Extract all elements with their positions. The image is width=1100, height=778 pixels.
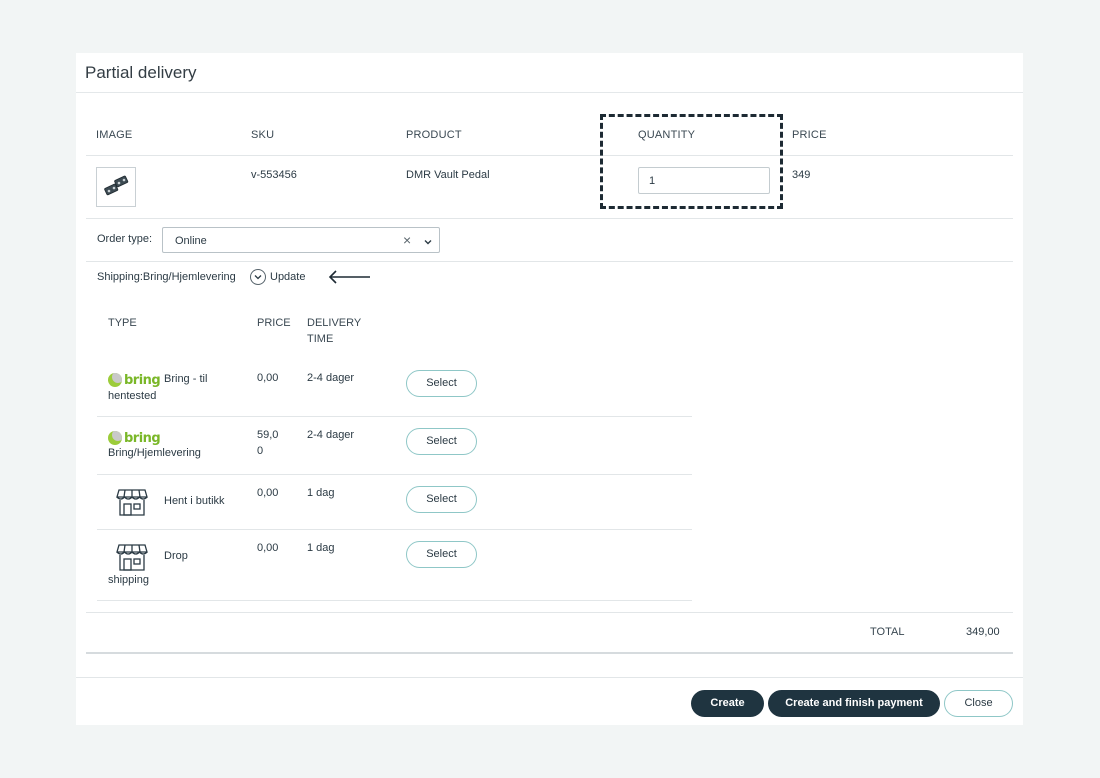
chevron-down-icon[interactable] bbox=[423, 234, 433, 252]
totals-bottom-divider bbox=[86, 652, 1013, 654]
select-button[interactable]: Select bbox=[406, 486, 477, 513]
header-quantity: QUANTITY bbox=[638, 129, 696, 141]
clear-icon[interactable]: × bbox=[403, 232, 412, 248]
total-value: 349,00 bbox=[966, 626, 1000, 638]
shipping-price-cont: 0 bbox=[257, 445, 264, 457]
header-divider bbox=[86, 155, 1013, 156]
totals-divider bbox=[86, 612, 1013, 613]
dialog-title: Partial delivery bbox=[85, 63, 197, 82]
partial-delivery-dialog: Partial delivery IMAGE SKU PRODUCT QUANT… bbox=[76, 53, 1023, 725]
store-icon bbox=[116, 544, 148, 571]
order-type-label: Order type: bbox=[97, 233, 153, 245]
header-product: PRODUCT bbox=[406, 129, 462, 141]
shipping-header-delivery-1: DELIVERY bbox=[307, 317, 362, 329]
quantity-input[interactable]: 1 bbox=[638, 167, 770, 194]
close-button[interactable]: Close bbox=[944, 690, 1013, 717]
store-icon bbox=[116, 489, 148, 516]
title-divider bbox=[76, 92, 1023, 93]
shipping-row-divider bbox=[97, 474, 692, 475]
shipping-type-name-cont: shipping bbox=[108, 574, 149, 586]
shipping-type-name: Bring/Hjemlevering bbox=[108, 447, 201, 459]
shipping-price: 0,00 bbox=[257, 372, 279, 384]
shipping-header-type: TYPE bbox=[108, 317, 137, 329]
total-label: TOTAL bbox=[870, 626, 905, 638]
product-name: DMR Vault Pedal bbox=[406, 169, 490, 181]
shipping-row-divider bbox=[97, 416, 692, 417]
shipping-price: 0,00 bbox=[257, 542, 279, 554]
shipping-type-name: Bring - til bbox=[164, 373, 208, 385]
chevron-down-circle-icon[interactable] bbox=[250, 269, 266, 285]
shipping-delivery-time: 2-4 dager bbox=[307, 429, 355, 441]
header-image: IMAGE bbox=[96, 129, 133, 141]
footer-divider bbox=[76, 677, 1023, 678]
order-type-select[interactable]: Online × bbox=[162, 227, 440, 253]
create-button[interactable]: Create bbox=[691, 690, 764, 717]
bring-logo-icon: bring bbox=[108, 430, 161, 446]
update-link[interactable]: Update bbox=[270, 271, 306, 283]
select-button[interactable]: Select bbox=[406, 370, 477, 397]
pedal-image-icon bbox=[104, 175, 129, 196]
shipping-summary: Shipping:Bring/Hjemlevering bbox=[97, 271, 236, 283]
shipping-type-name-cont: hentested bbox=[108, 390, 157, 402]
shipping-type-name: Drop bbox=[164, 550, 188, 562]
shipping-header-delivery-2: TIME bbox=[307, 333, 334, 345]
select-button[interactable]: Select bbox=[406, 541, 477, 568]
shipping-row-divider bbox=[97, 529, 692, 530]
product-sku: v-553456 bbox=[251, 169, 297, 181]
shipping-price: 59,0 bbox=[257, 429, 279, 441]
shipping-row-divider bbox=[97, 600, 692, 601]
shipping-delivery-time: 1 dag bbox=[307, 487, 335, 499]
shipping-delivery-time: 2-4 dager bbox=[307, 372, 355, 384]
header-sku: SKU bbox=[251, 129, 275, 141]
quantity-highlight-box bbox=[600, 114, 783, 209]
create-and-finish-payment-button[interactable]: Create and finish payment bbox=[768, 690, 940, 717]
order-type-divider bbox=[86, 261, 1013, 262]
select-button[interactable]: Select bbox=[406, 428, 477, 455]
arrow-left-icon bbox=[328, 270, 370, 284]
shipping-price: 0,00 bbox=[257, 487, 279, 499]
shipping-header-price: PRICE bbox=[257, 317, 291, 329]
product-price: 349 bbox=[792, 169, 811, 181]
product-thumbnail bbox=[96, 167, 136, 207]
shipping-delivery-time: 1 dag bbox=[307, 542, 335, 554]
shipping-type-name: Hent i butikk bbox=[164, 495, 225, 507]
bring-logo-icon: bring bbox=[108, 372, 161, 388]
order-type-value: Online bbox=[175, 235, 207, 247]
row-divider bbox=[86, 218, 1013, 219]
header-price: PRICE bbox=[792, 129, 827, 141]
